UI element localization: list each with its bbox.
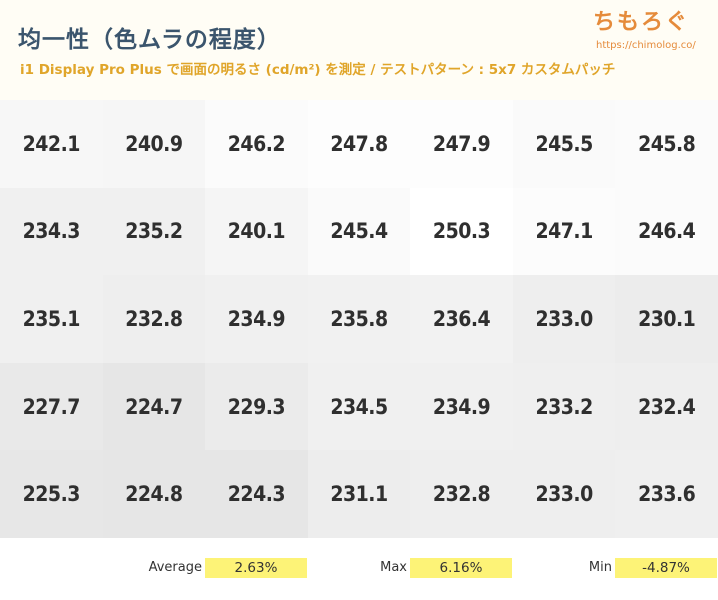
stats-bar: Average 2.63% Max 6.16% Min -4.87%	[0, 538, 718, 600]
average-label: Average	[148, 560, 202, 575]
heatmap-cell: 224.7	[102, 362, 206, 451]
heatmap-cell: 245.5	[512, 100, 616, 188]
heatmap-cell: 235.8	[307, 275, 411, 363]
heatmap-cell: 240.9	[102, 100, 206, 188]
page-title: 均一性（色ムラの程度）	[18, 27, 281, 53]
heatmap-cell: 246.2	[205, 100, 308, 188]
heatmap-cell: 235.2	[102, 187, 206, 276]
heatmap-cell: 229.3	[205, 362, 308, 451]
heatmap-cell: 224.3	[205, 450, 308, 538]
heatmap-cell: 233.2	[512, 362, 616, 451]
heatmap-cell: 236.4	[410, 275, 513, 363]
heatmap-cell: 242.1	[0, 100, 103, 188]
min-label: Min	[588, 560, 612, 575]
heatmap-cell: 234.9	[205, 275, 308, 363]
heatmap-cell: 232.8	[410, 450, 513, 538]
header: 均一性（色ムラの程度） i1 Display Pro Plus で画面の明るさ …	[0, 0, 718, 100]
heatmap-cell: 245.8	[615, 100, 718, 188]
uniformity-heatmap: 242.1 240.9 246.2 247.8 247.9 245.5 245.8 234.3…	[0, 100, 718, 538]
heatmap-cell: 225.3	[0, 450, 103, 538]
page-subtitle: i1 Display Pro Plus で画面の明るさ (cd/m²) を測定 …	[20, 62, 616, 78]
heatmap-cell: 234.3	[0, 187, 103, 276]
heatmap-cell: 234.9	[410, 362, 513, 451]
heatmap-cell: 230.1	[615, 275, 718, 363]
heatmap-cell: 235.1	[0, 275, 103, 363]
heatmap-cell: 247.1	[512, 187, 616, 276]
heatmap-cell: 246.4	[615, 187, 718, 276]
heatmap-cell: 232.8	[102, 275, 206, 363]
average-value: 2.63%	[205, 558, 307, 578]
brand-url: https://chimolog.co/	[596, 40, 696, 51]
heatmap-cell: 233.0	[512, 450, 616, 538]
heatmap-cell: 224.8	[102, 450, 206, 538]
heatmap-cell: 250.3	[410, 187, 513, 276]
heatmap-cell: 247.8	[307, 100, 411, 188]
heatmap-cell: 231.1	[307, 450, 411, 538]
heatmap-cell: 233.6	[615, 450, 718, 538]
brand-logo: ちもろぐ	[593, 10, 690, 35]
heatmap-cell: 245.4	[307, 187, 411, 276]
heatmap-cell: 232.4	[615, 362, 718, 451]
max-label: Max	[380, 560, 407, 575]
heatmap-cell: 233.0	[512, 275, 616, 363]
max-value: 6.16%	[410, 558, 512, 578]
min-value: -4.87%	[615, 558, 717, 578]
heatmap-cell: 247.9	[410, 100, 513, 188]
heatmap-cell: 240.1	[205, 187, 308, 276]
heatmap-cell: 234.5	[307, 362, 411, 451]
heatmap-cell: 227.7	[0, 362, 103, 451]
